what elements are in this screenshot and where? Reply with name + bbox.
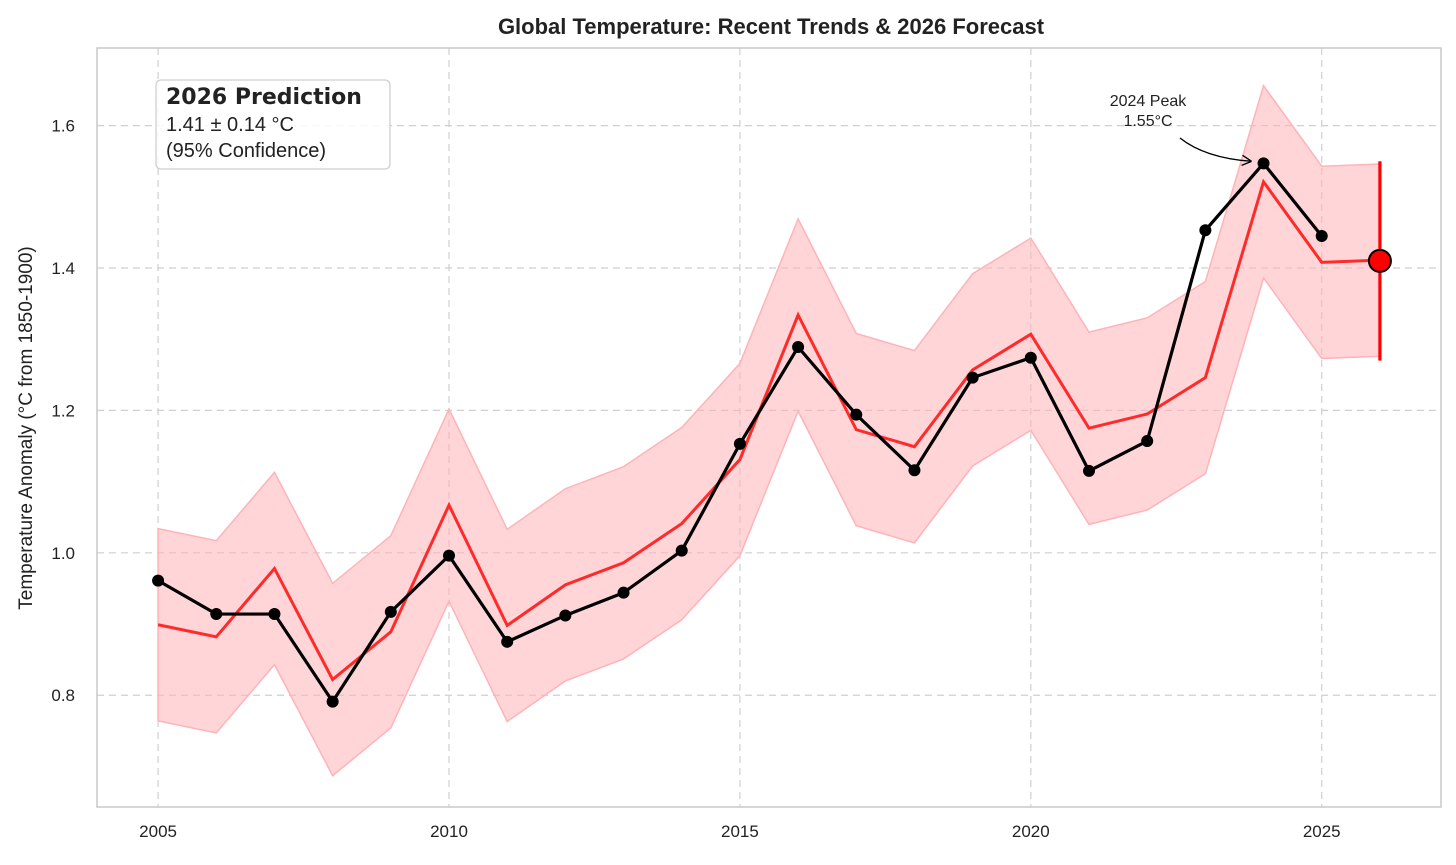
peak-annotation: 2024 Peak 1.55°C xyxy=(1110,93,1252,166)
observed-point xyxy=(1024,351,1037,364)
forecast-point xyxy=(1367,248,1392,273)
prediction-title: 2026 Prediction xyxy=(166,85,362,110)
observed-point xyxy=(1315,229,1328,242)
plot-frame xyxy=(96,47,1442,808)
peak-arrowhead-icon xyxy=(1241,154,1252,166)
observed-point xyxy=(1199,224,1212,237)
observed-point xyxy=(326,695,339,708)
y-tick-label: 1.6 xyxy=(51,117,75,136)
x-tick-label: 2005 xyxy=(139,822,177,841)
observed-point xyxy=(966,371,979,384)
observed-point xyxy=(210,608,223,621)
x-tick-label: 2010 xyxy=(430,822,468,841)
observed-point xyxy=(559,609,572,622)
prediction-confidence: (95% Confidence) xyxy=(166,140,326,162)
observed-point xyxy=(1083,464,1095,477)
observed-point xyxy=(268,608,281,621)
observed-point xyxy=(1141,435,1154,448)
prediction-value: 1.41 ± 0.14 °C xyxy=(166,114,294,136)
observed-point xyxy=(792,341,805,354)
observed-point xyxy=(850,408,863,421)
x-tick-label: 2020 xyxy=(1012,822,1050,841)
x-tick-label: 2015 xyxy=(721,822,759,841)
y-axis-label: Temperature Anomaly (°C from 1850-1900) xyxy=(16,246,37,610)
observed-point xyxy=(501,635,514,648)
peak-annotation-value: 1.55°C xyxy=(1123,113,1172,130)
observed-point xyxy=(152,574,165,587)
observed-point xyxy=(617,586,630,599)
observed-point xyxy=(384,605,397,618)
y-tick-label: 1.4 xyxy=(51,259,75,278)
observed-point xyxy=(908,464,921,477)
observed-point xyxy=(733,437,746,450)
peak-arrow xyxy=(1179,137,1252,163)
observed-point xyxy=(443,549,455,562)
y-tick-label: 1.0 xyxy=(51,544,75,563)
chart-title: Global Temperature: Recent Trends & 2026… xyxy=(498,14,1045,39)
y-tick-label: 0.8 xyxy=(51,686,75,705)
observed-point xyxy=(1257,157,1270,170)
prediction-box: 2026 Prediction 1.41 ± 0.14 °C (95% Conf… xyxy=(155,79,391,170)
x-tick-label: 2025 xyxy=(1303,822,1341,841)
y-tick-label: 1.2 xyxy=(51,401,75,420)
peak-annotation-label: 2024 Peak xyxy=(1110,93,1188,110)
observed-point xyxy=(675,544,688,557)
